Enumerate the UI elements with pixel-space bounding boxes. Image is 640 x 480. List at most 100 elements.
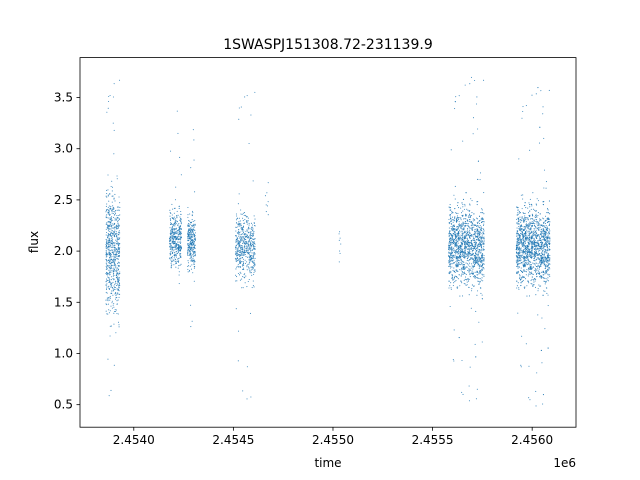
data-point <box>178 241 180 243</box>
data-point <box>450 225 452 228</box>
data-point <box>105 284 107 286</box>
data-point <box>113 268 116 270</box>
data-point <box>475 263 477 265</box>
data-point <box>471 222 473 224</box>
data-point <box>539 262 541 264</box>
data-point <box>547 304 549 307</box>
data-point <box>107 246 109 248</box>
data-point <box>174 258 176 260</box>
data-point <box>188 245 190 247</box>
data-point <box>477 248 479 250</box>
data-point <box>546 261 548 263</box>
data-point <box>547 256 549 258</box>
data-point <box>478 245 481 247</box>
data-point <box>477 128 479 130</box>
data-point <box>521 117 523 119</box>
data-point <box>528 223 530 225</box>
data-point <box>478 271 481 273</box>
data-point <box>521 217 523 219</box>
data-point <box>525 217 527 219</box>
data-point <box>483 260 485 262</box>
data-point <box>179 216 181 218</box>
data-point <box>464 245 466 247</box>
data-point <box>117 282 119 284</box>
data-point <box>464 230 466 232</box>
data-point <box>467 222 469 225</box>
data-point <box>518 251 520 253</box>
data-point <box>546 292 548 294</box>
data-point <box>252 262 254 264</box>
data-point <box>519 212 521 214</box>
data-point <box>454 107 456 110</box>
data-point <box>174 199 177 201</box>
data-point <box>472 249 474 251</box>
data-point <box>117 222 119 224</box>
data-point <box>456 287 458 289</box>
data-point <box>449 204 451 206</box>
data-point <box>114 219 116 221</box>
data-point <box>189 237 191 239</box>
data-point <box>109 297 111 300</box>
data-point <box>479 224 481 227</box>
data-point <box>518 243 521 245</box>
data-point <box>518 287 520 289</box>
data-point <box>536 257 538 259</box>
data-point <box>171 214 173 216</box>
data-point <box>187 262 190 264</box>
data-point <box>476 225 478 228</box>
data-point <box>116 175 118 177</box>
data-point <box>191 230 193 232</box>
data-point <box>542 294 544 296</box>
data-point <box>454 254 456 256</box>
data-point <box>244 233 246 235</box>
data-point <box>525 271 527 273</box>
data-point <box>481 273 483 275</box>
data-point <box>250 272 253 274</box>
data-point <box>483 244 485 246</box>
data-point <box>465 233 467 235</box>
data-point <box>451 243 453 245</box>
data-point <box>456 217 458 219</box>
data-point <box>118 224 120 226</box>
data-point <box>108 246 110 248</box>
data-point <box>246 245 248 247</box>
data-point <box>482 242 484 244</box>
data-point <box>109 237 111 239</box>
data-point <box>460 263 463 265</box>
data-point <box>252 226 254 228</box>
data-point <box>519 248 522 250</box>
data-point <box>517 272 519 274</box>
data-point <box>460 242 463 244</box>
data-point <box>252 256 254 258</box>
data-point <box>194 260 196 262</box>
data-point <box>254 91 256 93</box>
data-point <box>239 246 241 248</box>
data-point <box>109 238 111 241</box>
data-point <box>462 224 464 226</box>
data-point <box>450 272 452 274</box>
data-point <box>114 226 116 228</box>
data-point <box>176 231 178 233</box>
data-point <box>476 262 479 264</box>
data-point <box>110 283 112 286</box>
data-point <box>173 222 175 224</box>
data-point <box>189 235 192 237</box>
data-point <box>237 243 239 245</box>
data-point <box>467 252 470 254</box>
data-point <box>106 263 108 265</box>
data-point <box>455 266 457 268</box>
data-point <box>522 255 524 257</box>
data-point <box>533 250 536 253</box>
data-point <box>541 250 543 252</box>
data-point <box>180 222 182 224</box>
data-point <box>516 227 518 229</box>
data-point <box>171 241 173 243</box>
data-point <box>532 279 534 281</box>
data-point <box>456 242 458 244</box>
data-point <box>252 238 254 240</box>
data-point <box>188 254 190 257</box>
data-points <box>105 76 551 407</box>
data-point <box>537 248 539 251</box>
data-point <box>119 202 121 204</box>
data-point <box>454 230 456 232</box>
